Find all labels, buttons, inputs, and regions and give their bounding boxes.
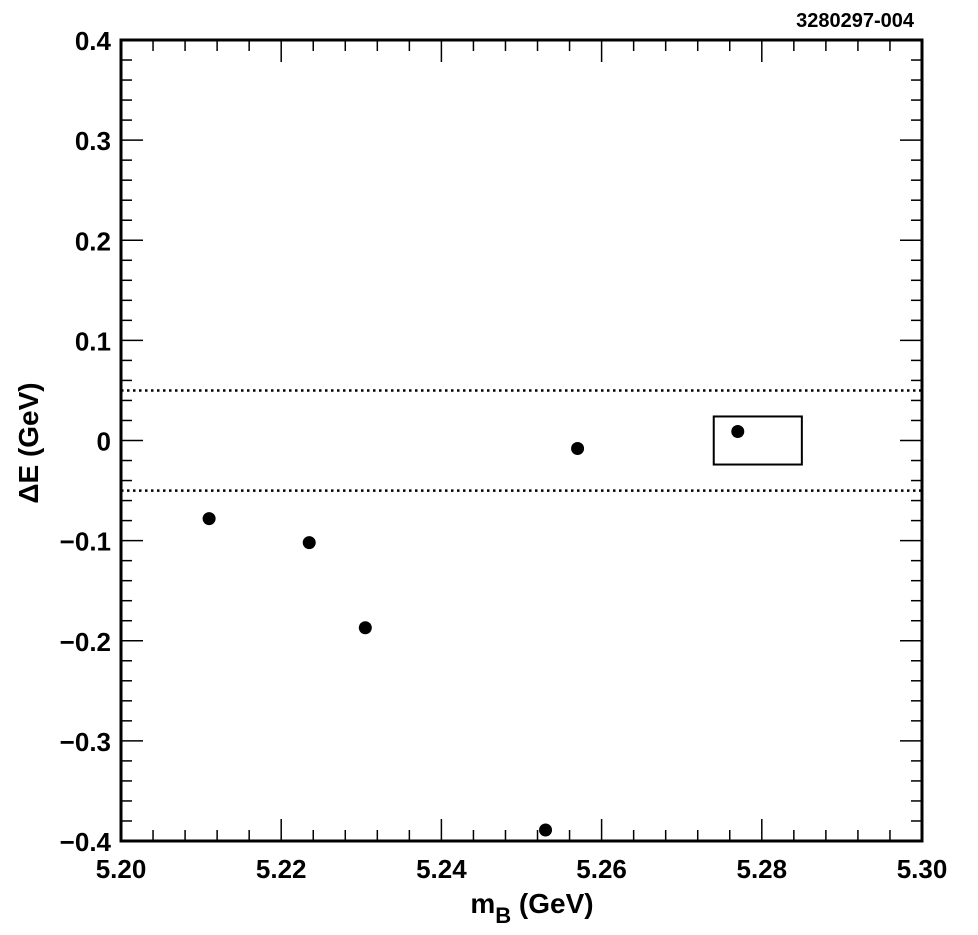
data-point: [302, 536, 316, 550]
figure-id-label: 3280297-004: [796, 10, 915, 32]
x-tick-label: 5.24: [416, 854, 467, 884]
y-tick-label: 0.3: [75, 126, 111, 156]
y-tick-label: 0.4: [75, 26, 112, 56]
data-point: [731, 424, 745, 438]
signal-region-box: [712, 415, 803, 466]
x-axis-title: mB (GeV): [470, 888, 593, 928]
y-tick-label: −0.2: [60, 627, 111, 657]
plot-area: 5.20 5.22 5.24 5.26 5.28 5.30 0.4 0.3 0.2 0.1 0 −0.…: [60, 26, 948, 884]
y-tick-label: 0.2: [75, 226, 111, 256]
x-tick-label: 5.28: [736, 854, 787, 884]
data-point: [571, 442, 585, 456]
y-tick-label: −0.3: [60, 727, 111, 757]
data-point: [539, 823, 553, 837]
x-tick-label: 5.26: [576, 854, 627, 884]
y-tick-label: −0.1: [60, 527, 111, 557]
data-point: [202, 512, 216, 526]
x-tick-label: 5.22: [256, 854, 307, 884]
y-tick-label: 0: [97, 427, 111, 457]
y-tick-label: −0.4: [60, 827, 112, 857]
x-tick-label: 5.20: [96, 854, 147, 884]
x-axis-title-subscript: B: [495, 903, 511, 928]
x-axis-title-unit: (GeV): [511, 888, 593, 919]
y-axis-title: ΔE (GeV): [13, 382, 44, 503]
data-point: [358, 621, 372, 635]
x-axis-title-main: m: [470, 888, 495, 919]
y-tick-label: 0.1: [75, 326, 111, 356]
x-tick-label: 5.30: [897, 854, 948, 884]
